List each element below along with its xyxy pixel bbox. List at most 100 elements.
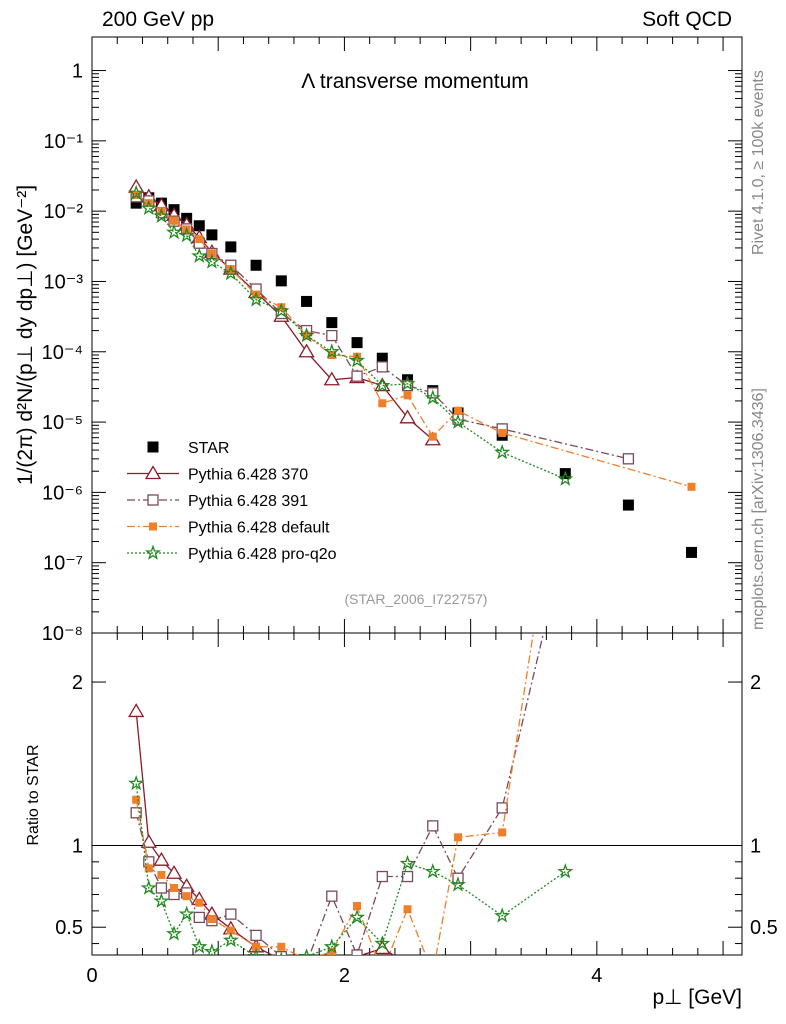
data-point [170, 216, 179, 225]
data-point [399, 375, 416, 391]
ratio-x-axis: 0 2 4 [86, 633, 724, 987]
y-tick-label: 10⁻³ [44, 271, 84, 293]
ratio-point [226, 926, 235, 935]
ratio-point [166, 925, 183, 941]
ratio-point [128, 774, 145, 791]
data-point [622, 453, 635, 465]
ratio-y-axis: 0.5 0.5 1 1 2 2 [55, 672, 778, 945]
ratio-point [427, 820, 439, 832]
data-point [374, 377, 391, 393]
data-point [323, 343, 340, 359]
ratio-point [153, 892, 170, 908]
y-tick-label-right: 1 [750, 835, 761, 857]
data-point [351, 337, 363, 349]
data-point [326, 329, 338, 342]
data-point [195, 235, 204, 244]
ratio-point [203, 943, 220, 955]
ratio-point [182, 892, 191, 901]
ratio-point [303, 956, 311, 964]
x-tick-label: 2 [339, 965, 350, 987]
ratio-plot-frame [91, 632, 743, 956]
ratio-point [557, 863, 574, 879]
ratio-point [252, 942, 261, 951]
ratio-point [407, 954, 408, 955]
ratio-point [157, 870, 166, 879]
y-tick-label: 0.5 [55, 917, 83, 939]
ratio-point [132, 795, 141, 804]
ratio-point [327, 947, 336, 955]
data-point [128, 184, 145, 201]
data-point [687, 482, 696, 491]
data-point [301, 295, 313, 307]
y-tick-label: 10⁻² [44, 201, 84, 223]
ratio-point [494, 907, 511, 923]
data-point [248, 291, 265, 307]
ratio-point [323, 938, 340, 954]
series-line [135, 192, 566, 480]
data-point [326, 317, 338, 329]
data-point [401, 379, 414, 392]
data-point [225, 241, 237, 253]
data-point [277, 303, 286, 312]
data-point [222, 265, 239, 281]
y-tick-label: 10⁻⁴ [42, 342, 83, 364]
ratio-point [222, 931, 239, 948]
legend-label: STAR [188, 440, 229, 457]
data-point [298, 343, 315, 358]
data-point [378, 399, 387, 408]
legend-label: Pythia 6.428 pro-q2o [188, 546, 337, 563]
data-point [376, 352, 388, 364]
ratio-series-3 [128, 774, 574, 955]
data-point [323, 371, 340, 386]
data-point [302, 331, 311, 340]
header-right-label: Soft QCD [642, 8, 732, 31]
main-y-axis-title: 1/(2π) d²N/(p⊥ dy dp⊥) [GeV⁻²] [14, 185, 37, 485]
rivet-version-label: Rivet 4.1.0, ≥ 100k events [750, 70, 767, 255]
legend-marker [144, 465, 162, 480]
ratio-panel: 0.5 0.5 1 1 2 2 0 2 4 Ratio to STAR p⊥ [GeV] [25, 268, 778, 1009]
ratio-point [140, 833, 157, 848]
ratio-line [135, 633, 545, 955]
header-left-label: 200 GeV pp [102, 8, 214, 31]
y-tick-label: 10⁻⁸ [42, 623, 83, 645]
y-tick-label: 10⁻⁷ [43, 553, 83, 575]
data-point [454, 406, 463, 415]
ratio-point [401, 870, 414, 883]
y-tick-label: 10⁻¹ [44, 131, 84, 153]
data-point [193, 220, 205, 232]
data-point [376, 361, 388, 373]
data-point [349, 352, 366, 368]
ratio-line [135, 633, 534, 955]
ratio-point [326, 890, 338, 902]
ratio-point [277, 942, 286, 951]
ratio-point [248, 948, 265, 955]
data-point [298, 327, 315, 343]
ratio-series-2 [132, 633, 534, 977]
legend-marker [149, 522, 157, 531]
main-plot-frame [91, 36, 743, 634]
data-point [622, 499, 634, 511]
y-tick-label-right: 2 [750, 672, 761, 694]
ratio-point [351, 949, 363, 955]
data-point [402, 374, 414, 386]
data-point [353, 352, 362, 361]
ratio-point [130, 807, 142, 819]
ratio-point [623, 268, 633, 278]
x-tick-label: 4 [591, 965, 602, 987]
ratio-point [376, 870, 388, 883]
ratio-point [426, 969, 440, 981]
y-tick-label: 10⁻⁵ [42, 412, 83, 434]
ratio-point [165, 864, 183, 879]
ratio-point [429, 969, 437, 977]
data-point [449, 413, 467, 429]
ratio-point [153, 851, 170, 866]
ratio-point [325, 976, 339, 988]
ratio-point [353, 901, 362, 910]
legend-marker [147, 441, 159, 453]
data-point [494, 443, 511, 460]
y-tick-label: 1 [72, 835, 83, 857]
y-tick-label: 2 [72, 672, 83, 694]
legend-marker [147, 494, 159, 506]
ratio-point [403, 905, 412, 914]
